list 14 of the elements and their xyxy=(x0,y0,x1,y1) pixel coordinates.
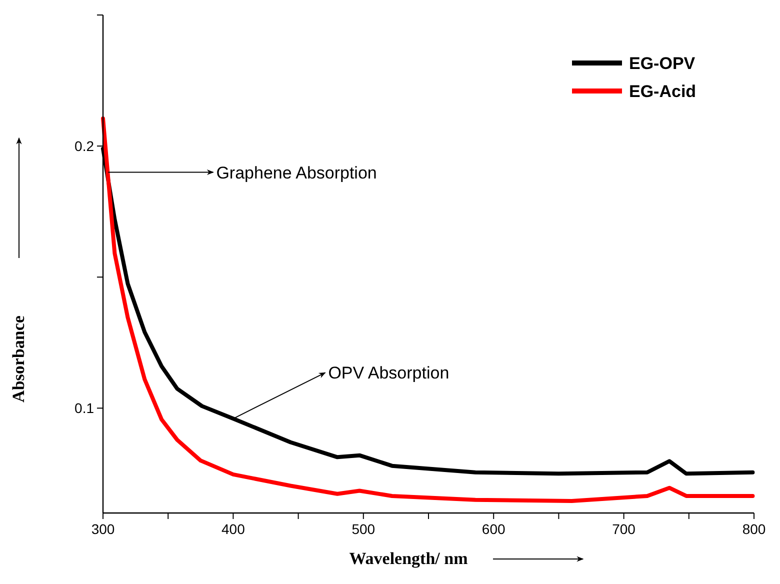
x-tick-label: 400 xyxy=(222,521,246,537)
y-tick-label: 0.2 xyxy=(74,138,94,154)
legend-label: EG-Acid xyxy=(629,82,696,101)
x-tick-label: 600 xyxy=(482,521,506,537)
x-tick-label: 800 xyxy=(742,521,766,537)
x-tick-label: 300 xyxy=(91,521,115,537)
y-axis-title: Absorbance xyxy=(9,315,28,402)
x-axis-title: Wavelength/ nm xyxy=(349,549,468,568)
x-tick-label: 700 xyxy=(612,521,636,537)
x-tick-label: 500 xyxy=(352,521,376,537)
y-tick-label: 0.1 xyxy=(74,400,94,416)
legend-label: EG-OPV xyxy=(629,54,696,73)
annotation: OPV Absorption xyxy=(328,364,450,383)
annotation: Graphene Absorption xyxy=(216,163,377,182)
